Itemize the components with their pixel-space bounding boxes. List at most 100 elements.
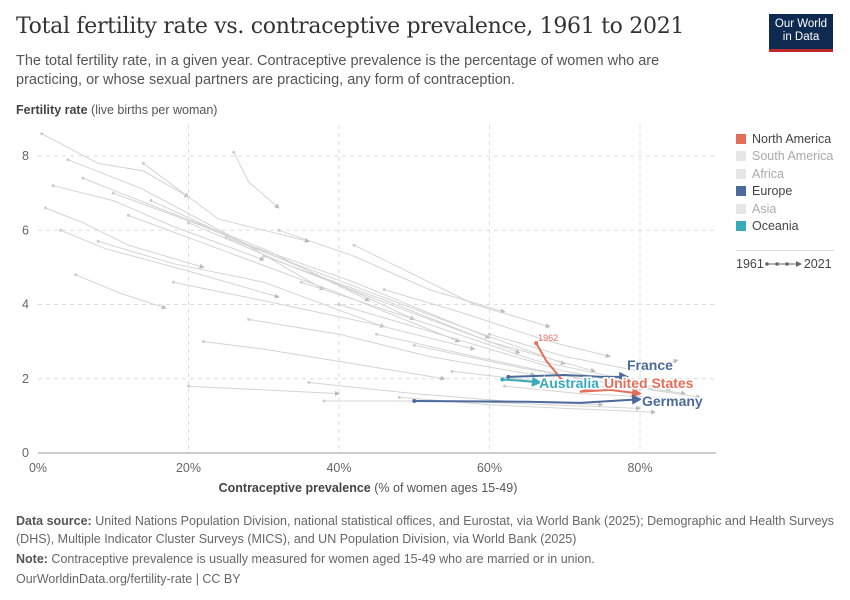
series-start-point <box>534 341 539 346</box>
x-tick-label: 20% <box>176 461 201 475</box>
x-tick-label: 80% <box>627 461 652 475</box>
background-start-point <box>81 176 85 180</box>
y-tick-label: 2 <box>22 372 29 386</box>
series-label[interactable]: Germany <box>641 392 705 411</box>
background-start-point <box>382 288 386 292</box>
background-start-point <box>44 206 48 210</box>
legend-item[interactable]: Oceania <box>736 218 833 236</box>
series-start-point <box>500 377 505 382</box>
background-start-point <box>412 343 416 347</box>
background-start-point <box>202 340 206 344</box>
background-country-line <box>173 281 476 351</box>
background-start-point <box>59 228 63 232</box>
background-start-point <box>397 395 401 399</box>
background-country-line <box>278 229 506 314</box>
background-country-line <box>45 207 205 269</box>
legend-item[interactable]: North America <box>736 130 833 148</box>
background-start-point <box>66 158 70 162</box>
background-country-line <box>383 289 611 358</box>
y-tick-label: 6 <box>22 223 29 237</box>
y-axis-label-bold: Fertility rate <box>16 103 88 117</box>
legend-label: Africa <box>752 166 784 181</box>
legend: North America South America Africa Europe As… <box>736 130 833 235</box>
series-label[interactable]: France <box>626 356 675 375</box>
legend-item[interactable]: Asia <box>736 200 833 218</box>
legend-label: North America <box>752 131 832 146</box>
legend-item[interactable]: Europe <box>736 183 833 201</box>
background-country-line <box>75 274 167 310</box>
series-line-france <box>508 371 630 382</box>
legend-label: Europe <box>752 184 793 199</box>
background-country-line <box>143 162 310 243</box>
background-start-point <box>277 228 281 232</box>
background-start-point <box>187 384 190 388</box>
background-country-line <box>60 229 280 299</box>
background-start-point <box>96 239 100 243</box>
background-country-line <box>301 281 641 385</box>
background-country-line <box>188 222 521 354</box>
background-start-point <box>247 317 251 321</box>
background-country-line <box>504 385 702 404</box>
x-axis-label: Contraceptive prevalence (% of women age… <box>0 481 736 495</box>
start-year-label: 1962 <box>538 333 558 343</box>
background-country-line <box>399 396 656 415</box>
series-line-australia <box>502 376 542 387</box>
background-start-point <box>126 213 130 217</box>
legend-swatch <box>736 203 746 214</box>
timeline-start: 1961 <box>736 257 764 271</box>
y-tick-label: 4 <box>22 298 29 312</box>
background-start-point <box>488 332 491 336</box>
legend-item[interactable]: Africa <box>736 165 833 183</box>
background-start-point <box>74 273 78 277</box>
legend-label: Asia <box>752 201 777 216</box>
background-start-point <box>262 254 266 258</box>
background-start-point <box>307 380 311 384</box>
timeline-legend: 1961 2021 <box>736 250 834 271</box>
series-line-germany <box>414 394 642 405</box>
background-country-line <box>52 185 265 261</box>
background-start-point <box>450 369 454 373</box>
background-country-line <box>188 385 340 396</box>
background-start-point <box>149 199 153 203</box>
background-country-line <box>233 152 280 209</box>
legend-item[interactable]: South America <box>736 148 833 166</box>
legend-swatch <box>736 133 746 144</box>
background-country-line <box>225 237 566 365</box>
y-axis-label-unit: (live births per woman) <box>87 103 218 117</box>
background-country-line <box>41 133 190 198</box>
y-tick-label: 0 <box>22 446 29 460</box>
x-tick-label: 0% <box>29 461 47 475</box>
background-country-line <box>338 304 672 392</box>
source-label: Data source: <box>16 514 92 528</box>
series-label[interactable]: United States <box>603 374 696 393</box>
legend-swatch <box>736 151 746 162</box>
series-start-point <box>506 374 511 379</box>
background-country-line <box>263 255 596 373</box>
background-country-line <box>323 400 641 411</box>
background-country-line <box>128 214 461 343</box>
timeline-arrow-icon <box>765 261 802 267</box>
footer: Data source: United Nations Population D… <box>16 512 836 588</box>
background-start-point <box>375 332 379 336</box>
owid-logo[interactable]: Our World in Data <box>769 14 833 52</box>
background-country-line <box>98 240 386 328</box>
background-start-point <box>337 303 341 306</box>
series-label[interactable]: Australia <box>538 374 601 393</box>
background-start-point <box>187 221 190 225</box>
note-label: Note: <box>16 552 48 566</box>
license-link[interactable]: OurWorldinData.org/fertility-rate | CC B… <box>16 572 241 586</box>
series-start-point <box>412 399 417 404</box>
background-start-point <box>299 280 303 284</box>
background-country-line <box>451 370 694 391</box>
legend-swatch <box>736 168 746 179</box>
background-start-point <box>232 150 236 154</box>
legend-label: Oceania <box>752 219 799 234</box>
timeline-end: 2021 <box>803 257 832 271</box>
chart-title: Total fertility rate vs. contraceptive p… <box>16 14 685 39</box>
background-start-point <box>322 399 326 403</box>
legend-label: South America <box>752 149 834 164</box>
background-country-line <box>248 318 536 377</box>
background-start-point <box>111 191 115 195</box>
x-tick-label: 60% <box>477 461 502 475</box>
